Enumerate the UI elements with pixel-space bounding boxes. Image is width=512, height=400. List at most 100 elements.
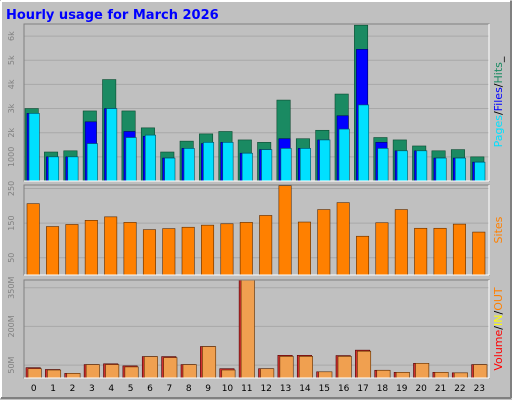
- volume-out-bar: [27, 368, 42, 379]
- hour-label: 0: [31, 384, 37, 394]
- volume-out-bar: [453, 372, 468, 379]
- sites-bar: [433, 227, 447, 276]
- legend-sep-text: _: [492, 56, 505, 63]
- sites-bar: [414, 227, 428, 276]
- sites-bar: [452, 223, 466, 276]
- volume-out-bar: [182, 364, 197, 379]
- volume-out-bar: [434, 372, 449, 379]
- legend-volume_in-text: IN: [492, 315, 505, 326]
- volume-out-bar: [221, 369, 236, 379]
- pages-bar: [280, 148, 292, 182]
- pages-bar: [454, 157, 466, 182]
- sites-bar: [317, 209, 331, 276]
- sites-panel-ytick-label: 50: [7, 253, 16, 263]
- volume-out-bar: [298, 356, 313, 379]
- hour-label: 17: [357, 384, 368, 394]
- hour-label: 11: [241, 384, 252, 394]
- legend-pages-text: Pages: [492, 115, 505, 148]
- hour-label: 9: [205, 384, 211, 394]
- hour-label: 15: [319, 384, 330, 394]
- legend-bottom: Volume/IN/OUT: [492, 287, 505, 371]
- hour-label: 14: [299, 384, 311, 394]
- legend-sep-text: /: [492, 326, 505, 330]
- volume-out-bar: [376, 369, 391, 379]
- pages-bar: [241, 152, 253, 182]
- sites-bar: [26, 203, 40, 276]
- legend-top: Pages/Files/Hits_: [492, 56, 505, 147]
- hits-panel-ytick-label: 1000: [7, 147, 16, 167]
- hits-panel-ytick-label: 5k: [7, 55, 16, 65]
- hour-label: 7: [166, 384, 172, 394]
- pages-bar: [67, 156, 79, 182]
- pages-bar: [377, 148, 389, 182]
- chart-title: Hourly usage for March 2026: [6, 8, 219, 23]
- legend-volume_out-text: OUT: [492, 287, 505, 311]
- hour-label: 6: [147, 384, 153, 394]
- hits-panel-ytick-label: 6k: [7, 31, 16, 41]
- volume-out-bar: [202, 346, 217, 379]
- legend-files-text: Files: [492, 87, 505, 111]
- volume-out-bar: [395, 372, 410, 379]
- sites-panel-ytick-label: 150: [7, 215, 16, 230]
- sites-bar: [46, 226, 60, 276]
- legend-middle: Sites: [492, 216, 505, 243]
- pages-bar: [396, 150, 408, 182]
- hour-label: 21: [435, 384, 446, 394]
- legend-sites-text: Sites: [492, 216, 505, 243]
- pages-bar: [183, 148, 195, 182]
- pages-bar: [416, 150, 428, 182]
- sites-bar: [181, 226, 195, 276]
- pages-bar: [144, 134, 156, 182]
- sites-bar: [162, 228, 176, 276]
- volume-out-bar: [143, 356, 158, 379]
- hour-label: 13: [280, 384, 291, 394]
- pages-bar: [86, 143, 98, 182]
- pages-bar: [319, 139, 331, 182]
- volume-out-bar: [66, 373, 81, 379]
- legend-hits-text: Hits: [492, 62, 505, 84]
- hour-label: 2: [70, 384, 76, 394]
- pages-bar: [435, 157, 447, 182]
- legend-sep-text: /: [492, 83, 505, 87]
- volume-out-bar: [357, 350, 372, 379]
- volume-out-bar: [163, 357, 178, 379]
- hour-label: 3: [89, 384, 95, 394]
- pages-bar: [125, 137, 137, 182]
- hour-label: 19: [396, 384, 408, 394]
- sites-bar: [84, 220, 98, 276]
- hour-label: 10: [222, 384, 234, 394]
- hour-label: 18: [377, 384, 389, 394]
- pages-bar: [261, 149, 273, 182]
- volume-out-bar: [473, 364, 488, 379]
- sites-bar: [472, 231, 486, 276]
- pages-bar: [28, 113, 40, 182]
- sites-bar: [375, 222, 389, 276]
- sites-bar: [123, 222, 137, 276]
- sites-bar: [104, 216, 118, 276]
- volume-panel-ytick-label: 200M: [7, 315, 16, 337]
- pages-bar: [203, 142, 215, 182]
- sites-bar: [220, 223, 234, 276]
- hits-panel-ytick-label: 3k: [7, 103, 16, 113]
- hour-label: 12: [260, 384, 271, 394]
- volume-out-bar: [240, 279, 255, 379]
- pages-bar: [474, 161, 486, 182]
- pages-bar: [299, 148, 311, 182]
- sites-bar: [142, 229, 156, 276]
- volume-out-bar: [337, 356, 352, 379]
- hour-label: 4: [108, 384, 114, 394]
- legend-sep-text: /: [492, 111, 505, 115]
- hour-label: 22: [454, 384, 465, 394]
- volume-out-bar: [415, 362, 430, 379]
- sites-bar: [356, 235, 370, 276]
- sites-bar: [259, 215, 273, 276]
- hits-panel-ytick-label: 4k: [7, 79, 16, 89]
- pages-bar: [338, 128, 350, 182]
- hour-label: 20: [415, 384, 427, 394]
- pages-bar: [106, 108, 118, 182]
- hour-label: 8: [186, 384, 192, 394]
- sites-bar: [394, 209, 408, 276]
- pages-bar: [358, 104, 370, 182]
